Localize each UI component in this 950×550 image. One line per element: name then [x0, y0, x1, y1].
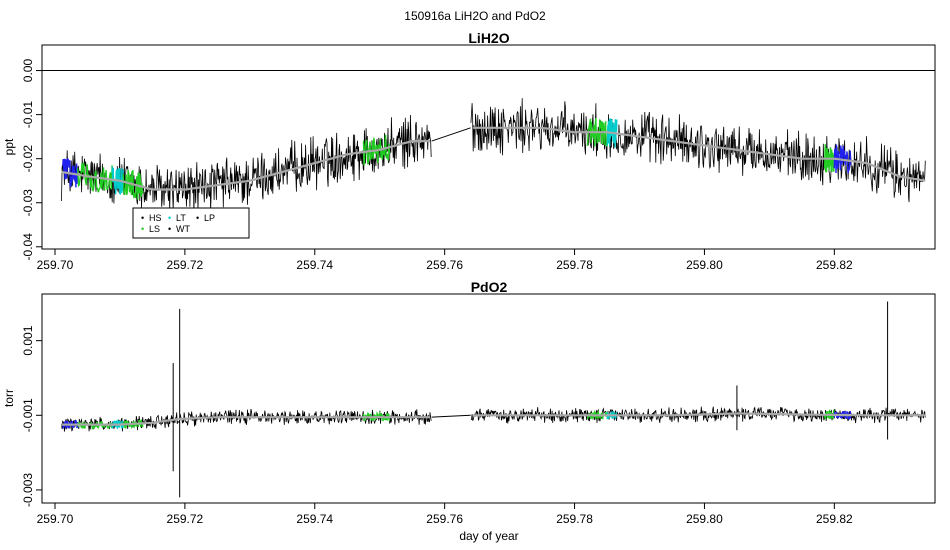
pdo2-x-axis-label: day of year — [459, 529, 518, 543]
highlight-segment-ls — [122, 419, 144, 430]
y-tick-label: -0.02 — [21, 145, 35, 173]
pdo2-plot-area — [61, 301, 926, 498]
legend-entry-lt: • LT — [168, 213, 186, 223]
y-tick-label: -0.01 — [21, 101, 35, 129]
x-tick-label: 259.78 — [556, 512, 593, 526]
legend-entry-wt: • WT — [168, 224, 190, 234]
lih2o-plot-area — [42, 70, 935, 216]
legend-entry-lp: • LP — [196, 213, 215, 223]
pdo2-axes: 259.70 259.72 259.74 259.76 259.78 259.80 259.… — [21, 293, 936, 526]
x-tick-label: 259.72 — [167, 258, 204, 272]
x-tick-label: 259.82 — [816, 258, 853, 272]
legend-box — [132, 207, 250, 239]
legend-label-wt: WT — [176, 224, 190, 234]
pdo2-panel-title: PdO2 — [471, 279, 508, 295]
y-tick-label: -0.003 — [21, 473, 35, 507]
data-layer — [42, 70, 935, 216]
legend-label-hs: HS — [149, 213, 162, 223]
legend-label-lp: LP — [204, 213, 215, 223]
pdo2-y-axis-label: torr — [2, 389, 16, 407]
figure-title: 150916a LiH2O and PdO2 — [404, 9, 546, 23]
series-smoothed-trace — [61, 126, 926, 191]
legend-label-lt: LT — [176, 213, 186, 223]
legend-label-ls: LS — [149, 224, 160, 234]
x-tick-label: 259.70 — [37, 512, 74, 526]
x-tick-label: 259.78 — [556, 258, 593, 272]
pdo2-panel: PdO2 torr day of year 259.70 259.72 259.74… — [2, 279, 936, 543]
highlight-segment-ls — [586, 118, 608, 147]
plot-frame — [41, 293, 936, 504]
gap-connector — [431, 414, 471, 418]
x-tick-label: 259.76 — [426, 512, 463, 526]
highlight-segment-ls — [77, 162, 113, 193]
plot-frame — [41, 44, 936, 250]
y-tick-label: -0.04 — [21, 233, 35, 261]
legend-entry-hs: • HS — [141, 213, 162, 223]
legend-marker-lp: • — [196, 213, 199, 223]
legend-marker-wt: • — [168, 224, 171, 234]
legend-marker-ls: • — [141, 224, 144, 234]
legend-marker-lt: • — [168, 213, 171, 223]
highlight-segment-hs — [62, 419, 79, 429]
x-tick-label: 259.82 — [816, 512, 853, 526]
x-tick-label: 259.72 — [167, 512, 204, 526]
x-tick-label: 259.70 — [37, 258, 74, 272]
x-tick-label: 259.80 — [686, 258, 723, 272]
x-tick-label: 259.76 — [426, 258, 463, 272]
x-tick-label: 259.74 — [296, 512, 333, 526]
highlight-segment-hs — [62, 158, 79, 188]
legend-marker-hs: • — [141, 213, 144, 223]
data-layer — [61, 301, 926, 498]
legend-entry-ls: • LS — [141, 224, 160, 234]
x-tick-label: 259.80 — [686, 512, 723, 526]
y-tick-label: -0.03 — [21, 189, 35, 217]
gap-connector — [431, 127, 471, 142]
x-tick-label: 259.74 — [296, 258, 333, 272]
lih2o-y-axis-label: ppt — [2, 138, 16, 155]
series-smoothed-trace — [61, 412, 926, 426]
highlight-segment-hs — [833, 144, 852, 174]
lih2o-panel: LiH2O ppt 259.70 259.72 259.74 259.76 259.78… — [2, 30, 936, 272]
y-tick-label: 0.00 — [21, 59, 35, 83]
y-tick-label: 0.001 — [21, 325, 35, 355]
highlight-segment-ls — [362, 134, 391, 166]
lih2o-panel-title: LiH2O — [468, 30, 509, 46]
lih2o-legend: • HS • LS • LT • WT • LP — [132, 207, 250, 239]
y-tick-label: -0.001 — [21, 398, 35, 432]
lih2o-axes: 259.70 259.72 259.74 259.76 259.78 259.80 259.… — [21, 44, 936, 272]
highlight-segment-lt — [606, 118, 618, 148]
highlight-segment-ls — [823, 144, 835, 173]
